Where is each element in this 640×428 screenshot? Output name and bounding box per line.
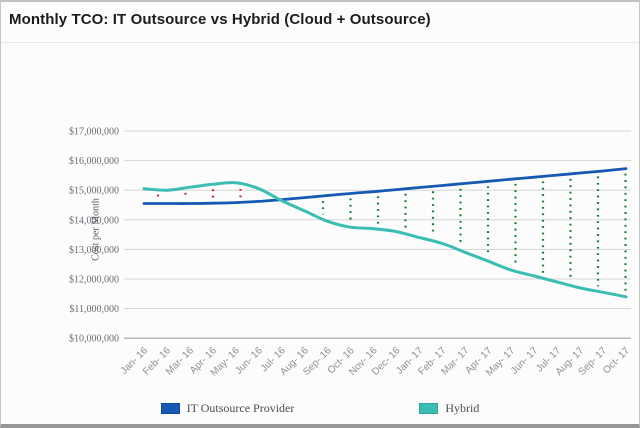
chart-legend: IT Outsource Provider Hybrid <box>1 401 639 416</box>
y-tick-label: $16,000,000 <box>69 156 119 167</box>
y-tick-label: $15,000,000 <box>69 186 119 197</box>
legend-item-hybrid: Hybrid <box>419 401 479 416</box>
legend-label-hybrid: Hybrid <box>445 401 480 415</box>
y-tick-label: $12,000,000 <box>69 275 119 286</box>
y-tick-label: $17,000,000 <box>69 127 119 138</box>
y-tick-label: $13,000,000 <box>69 245 119 256</box>
series-line-outsource <box>142 167 628 205</box>
y-tick-label: $11,000,000 <box>69 304 119 315</box>
series-line-hybrid <box>142 181 628 299</box>
legend-label-outsource: IT Outsource Provider <box>186 401 295 415</box>
legend-item-outsource: IT Outsource Provider <box>160 401 295 416</box>
y-tick-label: $14,000,000 <box>69 215 119 226</box>
y-tick-label: $10,000,000 <box>69 334 119 345</box>
legend-swatch-outsource <box>160 403 180 414</box>
page-title: Monthly TCO: IT Outsource vs Hybrid (Clo… <box>9 11 431 28</box>
legend-swatch-hybrid <box>419 403 439 414</box>
x-tick-label: Oct- 17 <box>601 345 632 376</box>
title-divider <box>1 42 639 43</box>
y-axis-title: Cost per Month <box>90 198 102 261</box>
